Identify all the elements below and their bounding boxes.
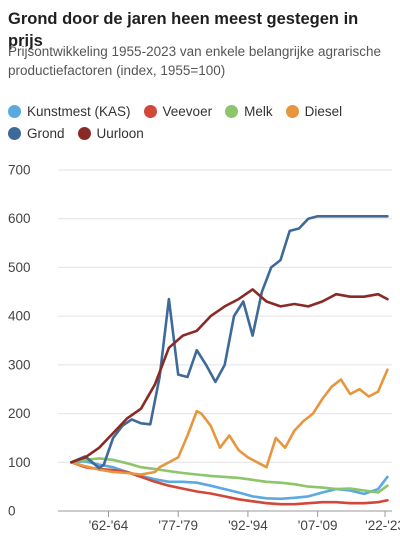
legend-item-melk: Melk	[225, 104, 273, 119]
x-tick-label-1: '77-'79	[158, 518, 198, 533]
series-line-grond	[70, 215, 389, 470]
legend-row-2: Grond Uurloon	[8, 122, 398, 144]
y-tick-label-700: 700	[8, 163, 31, 178]
series-line-melk	[70, 457, 389, 494]
legend-swatch-diesel	[285, 104, 299, 118]
chart-legend: Kunstmest (KAS) Veevoer Melk Diesel Gron…	[8, 100, 398, 144]
y-tick-label-400: 400	[8, 309, 31, 324]
legend-label-uurloon: Uurloon	[96, 125, 144, 141]
legend-item-uurloon: Uurloon	[77, 125, 144, 141]
legend-label-diesel: Diesel	[304, 103, 343, 119]
y-tick-label-0: 0	[8, 504, 16, 519]
legend-label-kunstmest: Kunstmest (KAS)	[27, 103, 131, 119]
legend-swatch-kunstmest	[8, 104, 21, 118]
chart-title: Grond door de jaren heen meest gestegen …	[8, 10, 359, 50]
legend-label-melk: Melk	[244, 103, 273, 119]
series-line-uurloon	[70, 288, 389, 464]
legend-item-kunstmest: Kunstmest (KAS)	[8, 104, 131, 119]
chart-subtitle: Prijsontwikkeling 1955-2023 van enkele b…	[8, 44, 381, 78]
y-tick-label-600: 600	[8, 211, 31, 226]
legend-swatch-melk	[225, 104, 239, 118]
legend-item-veevoer: Veevoer	[143, 103, 213, 119]
series-line-diesel	[70, 368, 389, 476]
legend-label-veevoer: Veevoer	[162, 103, 213, 119]
y-tick-label-500: 500	[8, 260, 31, 275]
legend-row-1: Kunstmest (KAS) Veevoer Melk Diesel	[8, 100, 398, 122]
y-tick-label-100: 100	[8, 455, 31, 470]
legend-swatch-uurloon	[77, 126, 91, 140]
legend-item-grond: Grond	[8, 126, 65, 141]
legend-swatch-grond	[8, 126, 21, 140]
x-tick-label-4: '22-'23	[365, 518, 400, 533]
x-tick-label-3: '07-'09	[298, 518, 338, 533]
legend-label-grond: Grond	[27, 125, 65, 141]
x-tick-label-0: '62-'64	[89, 518, 129, 533]
y-tick-label-200: 200	[8, 406, 31, 421]
legend-swatch-veevoer	[143, 104, 157, 118]
y-tick-label-300: 300	[8, 357, 31, 372]
legend-item-diesel: Diesel	[285, 103, 343, 119]
series-line-kunstmest-kas	[70, 459, 389, 501]
x-tick-label-2: '92-'94	[228, 518, 268, 533]
